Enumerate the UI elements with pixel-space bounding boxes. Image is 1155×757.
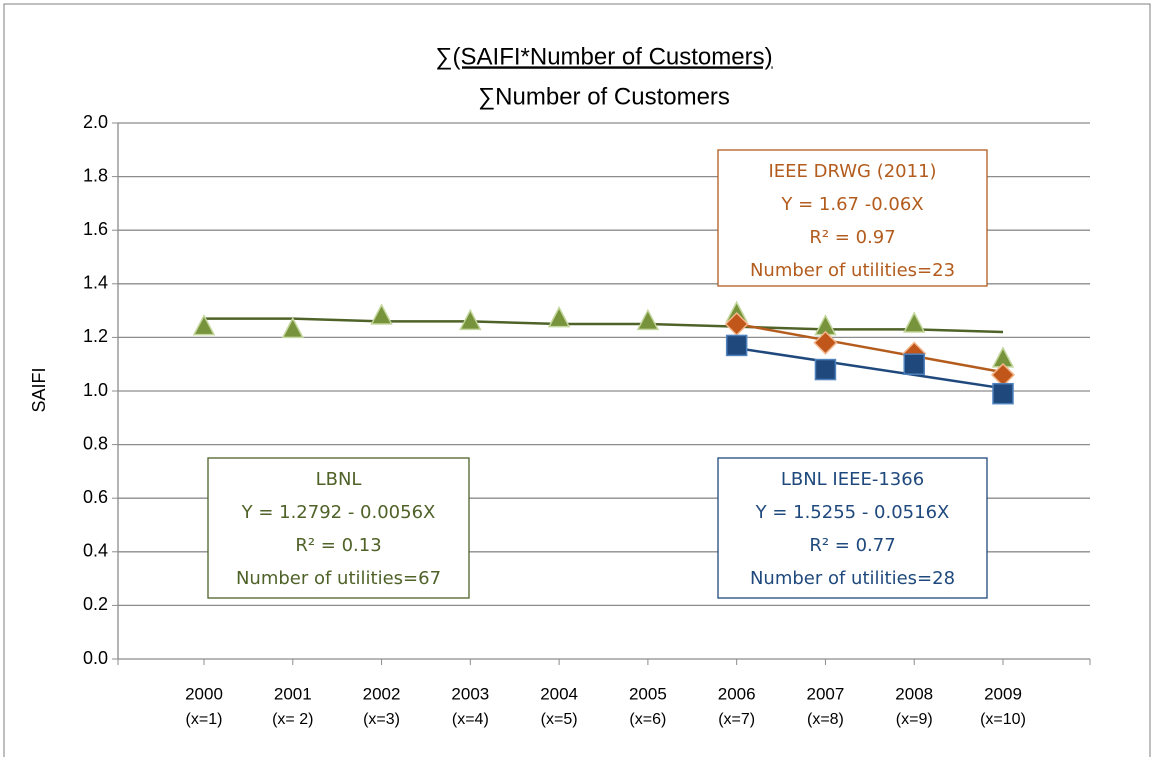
square-marker <box>903 353 925 375</box>
y-tick-label: 0.6 <box>83 487 108 507</box>
y-tick-label: 1.2 <box>83 326 108 346</box>
x-tick-label: 2002 <box>363 684 401 703</box>
y-tick-label: 1.8 <box>83 165 108 185</box>
annotation-text: Number of utilities=23 <box>750 260 955 281</box>
x-tick-label: 2003 <box>451 684 489 703</box>
chart-title: ∑Number of Customers <box>478 83 730 110</box>
x-tick-sublabel: (x=7) <box>718 711 755 728</box>
x-tick-sublabel: (x=8) <box>807 711 844 728</box>
annotation-box <box>207 457 470 599</box>
x-tick-sublabel: (x=10) <box>980 711 1026 728</box>
annotation-text: Y = 1.67 -0.06X <box>780 194 923 215</box>
trend-line <box>736 322 1004 374</box>
x-tick-sublabel: (x=4) <box>452 711 489 728</box>
triangle-marker <box>192 314 216 336</box>
x-tick-label: 2009 <box>984 684 1022 703</box>
x-tick-sublabel: (x=9) <box>896 711 933 728</box>
x-tick-sublabel: (x=6) <box>629 711 666 728</box>
x-tick-label: 2007 <box>807 684 845 703</box>
x-tick-sublabel: (x=5) <box>541 711 578 728</box>
chart-border <box>3 3 1151 757</box>
y-tick-label: 1.0 <box>83 380 108 400</box>
trend-line <box>736 346 1004 390</box>
annotation-box <box>717 149 988 287</box>
x-tick-sublabel: (x=1) <box>186 711 223 728</box>
triangle-marker <box>459 308 482 331</box>
y-tick-label: 0.4 <box>83 541 108 561</box>
annotation-text: Number of utilities=28 <box>750 568 955 589</box>
x-tick-label: 2001 <box>274 684 312 703</box>
y-tick-label: 0.8 <box>83 433 108 453</box>
x-tick-sublabel: (x=3) <box>363 711 400 728</box>
diamond-marker <box>813 330 838 355</box>
annotation-text: Number of utilities=67 <box>236 568 441 589</box>
triangle-marker <box>902 311 926 333</box>
y-tick-label: 0.0 <box>83 648 108 668</box>
x-tick-label: 2004 <box>540 684 578 703</box>
x-tick-label: 2000 <box>185 684 223 703</box>
triangle-marker <box>281 316 305 339</box>
trend-line <box>204 317 1004 334</box>
annotation-text: R² = 0.77 <box>809 535 895 556</box>
annotation-text: IEEE DRWG (2011) <box>768 161 936 182</box>
y-tick-label: 0.2 <box>83 594 108 614</box>
square-marker <box>814 358 837 381</box>
annotation-text: LBNL <box>316 469 362 490</box>
x-tick-label: 2006 <box>718 684 756 703</box>
x-tick-label: 2008 <box>895 684 933 703</box>
x-tick-label: 2005 <box>629 684 667 703</box>
square-marker <box>725 334 748 357</box>
annotation-text: R² = 0.97 <box>809 227 895 248</box>
annotation-text: LBNL IEEE-1366 <box>781 469 924 490</box>
triangle-marker <box>636 308 660 331</box>
annotation-text: Y = 1.2792 - 0.0056X <box>241 502 436 523</box>
y-tick-label: 2.0 <box>83 112 108 132</box>
triangle-marker <box>547 306 571 328</box>
annotation-box <box>717 457 988 599</box>
y-tick-label: 1.4 <box>83 273 108 293</box>
y-tick-label: 1.6 <box>83 219 108 239</box>
annotation-text: Y = 1.5255 - 0.0516X <box>755 502 950 523</box>
chart-title: ∑(SAIFI*Number of Customers) <box>435 43 772 70</box>
triangle-marker <box>370 303 393 325</box>
square-marker <box>992 382 1014 405</box>
annotation-text: R² = 0.13 <box>295 535 381 556</box>
y-axis-label: SAIFI <box>29 367 49 412</box>
x-tick-sublabel: (x= 2) <box>272 711 313 728</box>
